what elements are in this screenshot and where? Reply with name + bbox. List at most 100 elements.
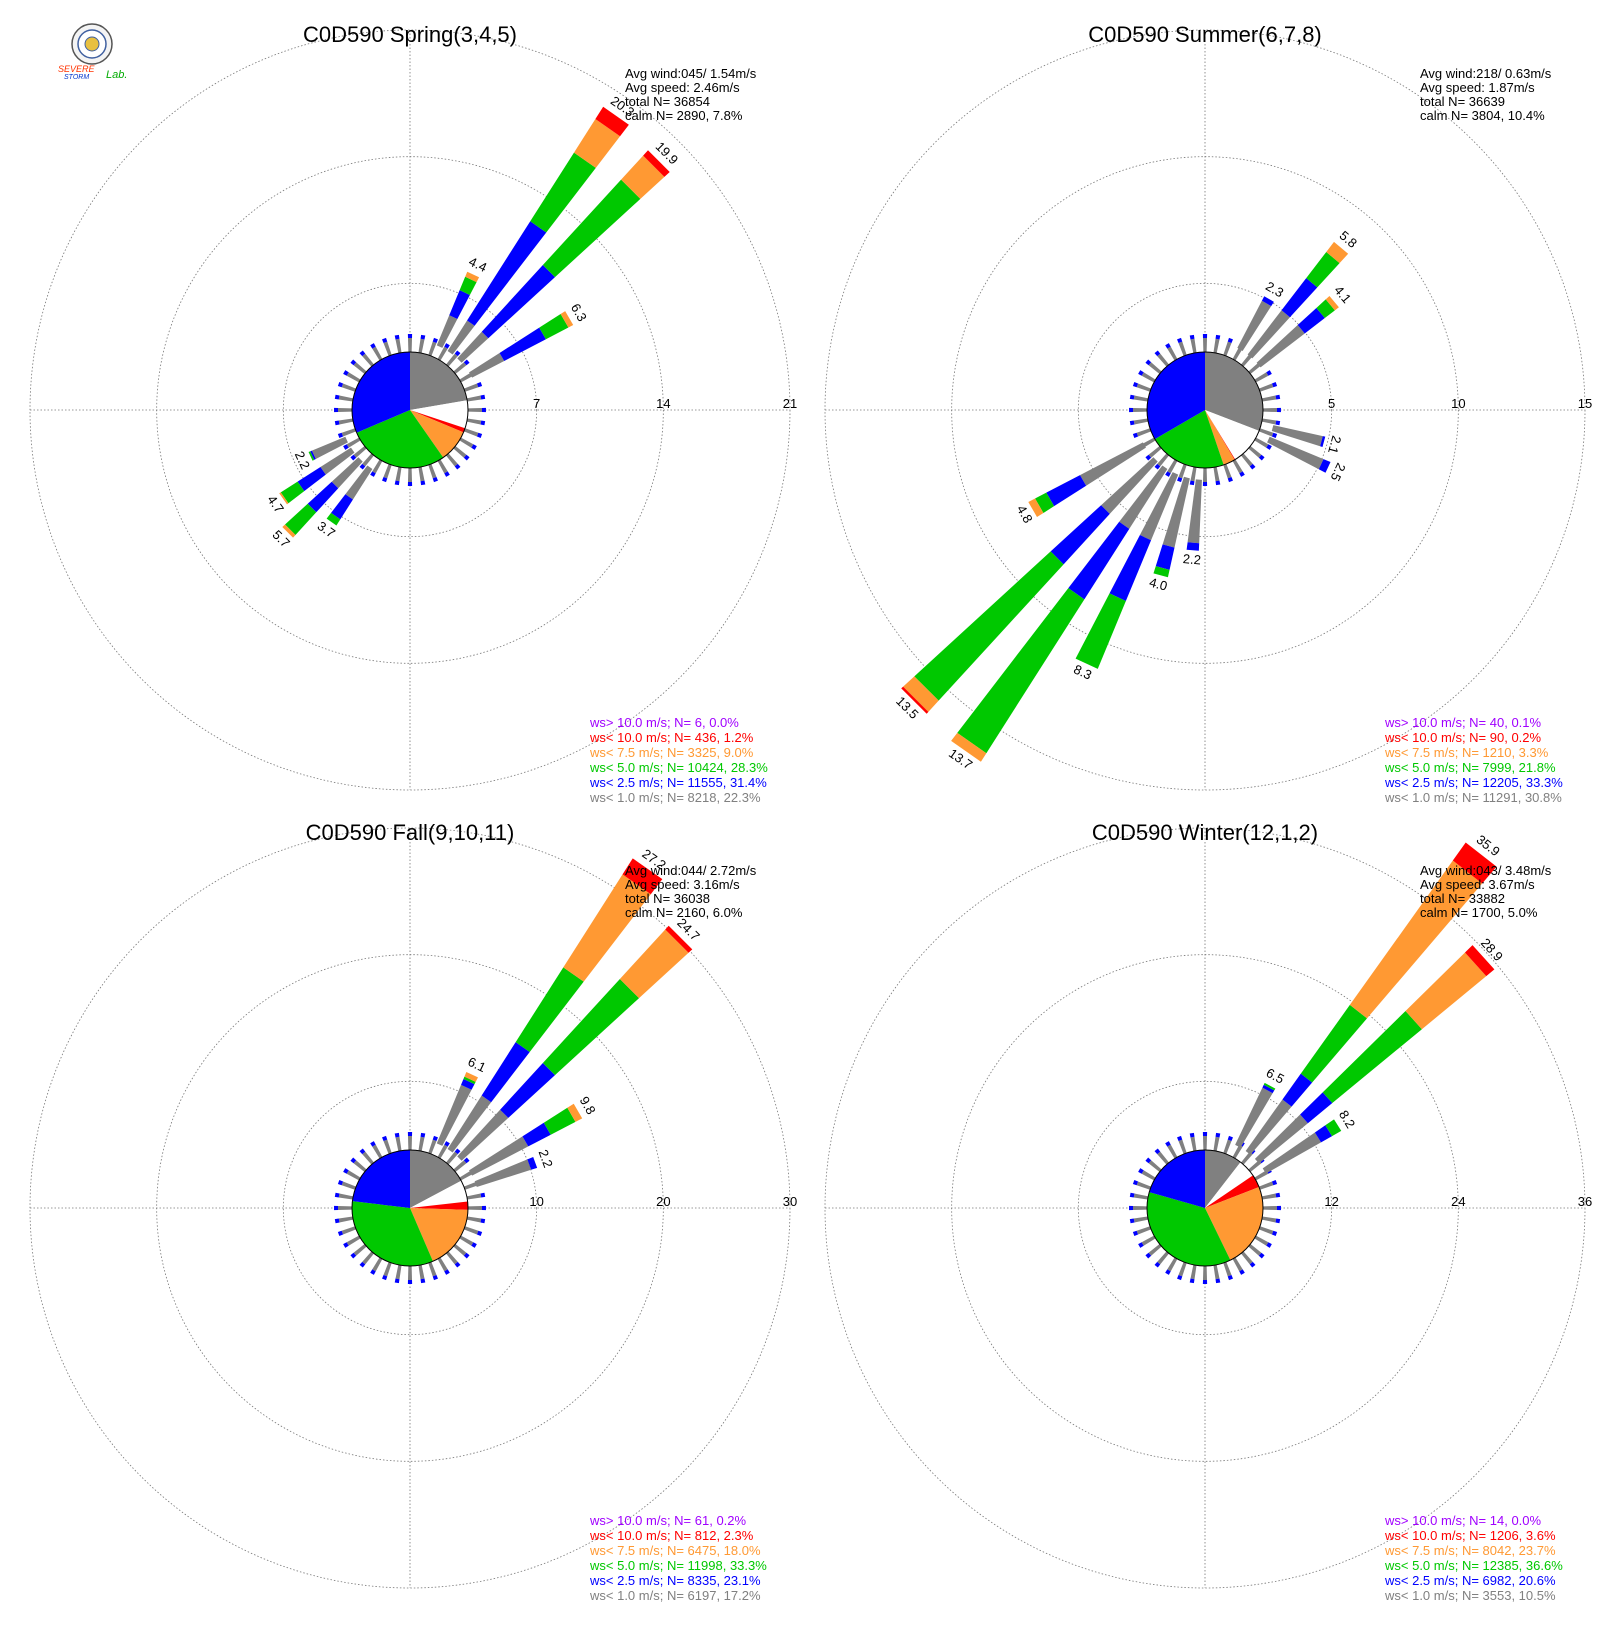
legend-entry: ws< 7.5 m/s; N= 8042, 23.7% [1384, 1543, 1556, 1558]
petal-segment [1405, 952, 1487, 1030]
minor-petal-blue [1129, 1218, 1135, 1224]
minor-petal-gray [1167, 1144, 1178, 1159]
petal-segment [345, 465, 373, 500]
minor-petal-gray [1133, 418, 1149, 425]
minor-petal-gray [1133, 407, 1148, 413]
minor-petal-blue [1132, 1180, 1139, 1186]
minor-petal-gray [1232, 1144, 1243, 1159]
minor-petal-blue [1266, 370, 1272, 376]
petal-segment [595, 106, 629, 137]
minor-petal-blue [350, 1252, 357, 1259]
legend-entry: ws< 1.0 m/s; N= 3553, 10.5% [1384, 1588, 1556, 1603]
petal-segment [1325, 295, 1339, 311]
minor-petal-blue [1154, 1261, 1161, 1268]
minor-petal-gray [1167, 1257, 1178, 1272]
petal-segment [543, 1107, 576, 1135]
minor-petal-blue [359, 463, 366, 470]
petal-segment [331, 457, 363, 489]
petal-segment [457, 1109, 509, 1161]
stat-line: Avg wind:044/ 2.72m/s [625, 863, 757, 878]
pie-slice [410, 1201, 468, 1210]
petal-segment [1035, 492, 1055, 513]
legend-entry: ws< 1.0 m/s; N= 8218, 22.3% [589, 790, 761, 805]
minor-petal-blue [343, 370, 349, 376]
minor-petal-blue [1227, 1135, 1233, 1142]
minor-petal-blue [334, 407, 339, 413]
petal-segment [665, 925, 693, 953]
minor-petal-blue [1266, 1242, 1272, 1248]
petal-segment [285, 503, 317, 535]
minor-petal-blue [432, 337, 438, 344]
petal-segment [522, 1122, 551, 1147]
minor-petal-gray [466, 1193, 482, 1200]
legend-entry: ws< 10.0 m/s; N= 90, 0.2% [1384, 730, 1542, 745]
minor-petal-blue [394, 1132, 400, 1138]
minor-petal-blue [350, 359, 357, 366]
petal-segment [1153, 566, 1170, 578]
minor-petal-gray [1157, 453, 1169, 467]
petal-segment [464, 1071, 479, 1082]
petal-segment [310, 450, 316, 460]
pie-slice [1147, 1192, 1231, 1266]
petal-segment [901, 686, 929, 714]
minor-petal-blue [1138, 1242, 1144, 1248]
petal-segment [1254, 1114, 1308, 1164]
minor-petal-blue [1215, 1132, 1221, 1138]
pie-slice [352, 1150, 410, 1208]
petal-segment [461, 1078, 475, 1090]
petal-segment [457, 331, 489, 363]
minor-petal-blue [471, 1242, 477, 1248]
petal-segment [1075, 593, 1126, 669]
minor-petal-blue [394, 334, 400, 340]
stat-line: total N= 33882 [1420, 891, 1505, 906]
minor-petal-blue [1165, 1269, 1171, 1275]
minor-petal-gray [1178, 1139, 1187, 1155]
stat-line: Avg speed: 2.46m/s [625, 80, 740, 95]
minor-petal-blue [1189, 480, 1195, 486]
stat-line: Avg speed: 3.67m/s [1420, 877, 1535, 892]
minor-petal-gray [338, 418, 354, 425]
pie-outline [351, 1149, 469, 1267]
minor-petal-gray [437, 1144, 448, 1159]
ring-0 [282, 1080, 538, 1336]
minor-petal-gray [341, 428, 357, 437]
petal-segment [515, 967, 584, 1052]
minor-petal-blue [444, 1269, 450, 1275]
minor-petal-gray [1258, 383, 1274, 392]
minor-petal-gray [383, 463, 392, 479]
petal-label: 2.1 [1325, 434, 1344, 455]
minor-petal-blue [1189, 1132, 1195, 1138]
minor-petal-gray [418, 1136, 425, 1152]
minor-petal-blue [382, 476, 388, 483]
minor-petal-gray [1213, 1264, 1220, 1280]
tick-label: 5 [1328, 396, 1335, 411]
minor-petal-gray [453, 446, 467, 458]
minor-petal-gray [1254, 1170, 1269, 1181]
petal-segment [1068, 521, 1130, 600]
petal-label: 6.5 [1264, 1065, 1287, 1087]
panel-title: C0D590 Fall(9,10,11) [306, 820, 515, 845]
pie-slice [410, 400, 468, 429]
minor-petal-gray [1202, 338, 1208, 353]
minor-petal-gray [1241, 453, 1253, 467]
minor-petal-blue [1189, 1278, 1195, 1284]
minor-petal-blue [370, 471, 376, 477]
petal-segment [530, 152, 596, 233]
minor-petal-blue [1275, 420, 1281, 426]
minor-petal-blue [463, 1252, 470, 1259]
minor-petal-gray [1232, 459, 1243, 474]
stat-line: total N= 36038 [625, 891, 710, 906]
petal-segment [542, 978, 640, 1076]
minor-petal-gray [338, 1216, 354, 1223]
petal-segment [1139, 472, 1179, 541]
pie-slice [410, 352, 468, 410]
petal-segment [1162, 476, 1190, 548]
minor-petal-gray [428, 463, 437, 479]
minor-petal-blue [1138, 370, 1144, 376]
minor-petal-gray [1254, 1235, 1269, 1246]
minor-petal-blue [1129, 420, 1135, 426]
minor-petal-blue [337, 432, 344, 438]
minor-petal-gray [1141, 372, 1156, 383]
